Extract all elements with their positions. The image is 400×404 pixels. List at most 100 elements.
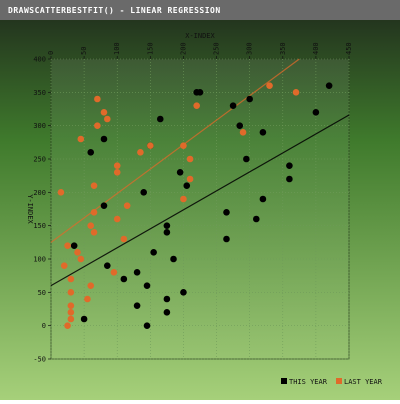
point-this-year — [312, 109, 320, 116]
point-last-year — [180, 142, 187, 149]
point-this-year — [103, 262, 111, 269]
y-tick-label: -50 — [33, 356, 46, 364]
point-this-year — [286, 162, 293, 169]
point-this-year — [120, 275, 128, 283]
point-this-year — [229, 102, 237, 109]
x-axis-label: X-INDEX — [185, 32, 215, 40]
point-last-year — [87, 222, 95, 229]
point-this-year — [325, 82, 333, 89]
point-last-year — [67, 275, 75, 283]
point-last-year — [147, 142, 154, 149]
y-tick-label: 200 — [33, 189, 46, 197]
point-this-year — [286, 175, 293, 183]
y-tick-label: 100 — [33, 256, 46, 264]
point-this-year — [140, 189, 148, 196]
point-this-year — [180, 289, 187, 296]
y-axis-label: Y-INDEX — [26, 194, 34, 224]
point-last-year — [266, 82, 273, 89]
point-last-year — [113, 169, 121, 176]
point-last-year — [137, 149, 144, 156]
point-this-year — [252, 215, 260, 223]
point-this-year — [170, 255, 177, 263]
point-this-year — [246, 95, 253, 103]
point-this-year — [243, 155, 250, 163]
point-last-year — [87, 282, 95, 289]
y-tick-label: 150 — [33, 222, 46, 230]
point-last-year — [57, 189, 65, 196]
point-this-year — [163, 222, 171, 229]
point-this-year — [163, 295, 171, 303]
point-this-year — [176, 169, 184, 176]
point-last-year — [60, 262, 68, 269]
point-last-year — [67, 289, 75, 296]
point-this-year — [163, 309, 171, 316]
x-tick-label: 150 — [146, 42, 154, 55]
point-this-year — [259, 195, 267, 203]
chart-title: DRAWSCATTERBESTFIT() - LINEAR REGRESSION — [8, 6, 221, 15]
x-tick-label: 250 — [213, 42, 221, 55]
point-last-year — [94, 122, 101, 129]
y-tick-label: 50 — [38, 289, 46, 297]
point-this-year — [100, 135, 108, 143]
axes: 0 50 100 150 200 250 300 350 400 450 400 350 300 250 2… — [33, 42, 353, 363]
point-last-year — [64, 242, 71, 249]
point-this-year — [150, 249, 157, 256]
point-this-year — [133, 269, 141, 276]
point-last-year — [120, 235, 128, 243]
y-tick-label: 300 — [33, 122, 46, 130]
point-last-year — [90, 229, 98, 236]
point-last-year — [84, 295, 91, 303]
best-fit-line-this-year — [50, 114, 350, 287]
point-last-year — [94, 95, 101, 103]
point-this-year — [236, 122, 244, 129]
y-tick-label: 350 — [33, 89, 46, 97]
point-last-year — [64, 322, 71, 329]
x-tick-label: 100 — [113, 42, 121, 55]
point-last-year — [193, 102, 200, 109]
legend: THIS YEAR LAST YEAR — [281, 378, 383, 386]
grid — [50, 58, 350, 360]
legend-label-this-year: THIS YEAR — [289, 378, 328, 386]
point-last-year — [77, 135, 85, 143]
point-this-year — [87, 149, 95, 156]
x-tick-label: 350 — [279, 42, 287, 55]
point-last-year — [103, 115, 111, 123]
point-last-year — [100, 109, 108, 116]
title-bar — [0, 0, 400, 20]
point-this-year — [143, 322, 151, 329]
point-this-year — [133, 302, 141, 309]
x-tick-label: 400 — [312, 42, 320, 55]
x-tick-label: 0 — [47, 51, 55, 55]
point-this-year — [163, 229, 171, 236]
plot-area — [50, 58, 350, 360]
point-last-year — [113, 162, 121, 169]
point-this-year — [80, 315, 88, 323]
point-last-year — [67, 309, 75, 316]
point-this-year — [156, 115, 164, 123]
point-this-year — [143, 282, 151, 289]
point-last-year — [74, 249, 81, 256]
legend-swatch-last-year — [336, 378, 342, 384]
point-this-year — [196, 89, 204, 96]
legend-swatch-this-year — [281, 378, 287, 384]
legend-label-last-year: LAST YEAR — [344, 378, 383, 386]
data-points — [57, 82, 333, 329]
point-last-year — [239, 129, 247, 136]
point-this-year — [70, 242, 78, 249]
point-this-year — [223, 235, 230, 243]
point-last-year — [90, 209, 98, 216]
point-this-year — [259, 129, 267, 136]
y-tick-label: 400 — [33, 56, 46, 64]
point-last-year — [90, 182, 98, 189]
point-last-year — [186, 155, 194, 163]
point-last-year — [110, 269, 118, 276]
point-this-year — [183, 182, 191, 189]
x-tick-label: 450 — [345, 42, 353, 55]
point-last-year — [77, 255, 85, 263]
x-tick-label: 300 — [246, 42, 254, 55]
point-last-year — [186, 175, 194, 183]
point-last-year — [67, 315, 75, 323]
point-this-year — [223, 209, 230, 216]
